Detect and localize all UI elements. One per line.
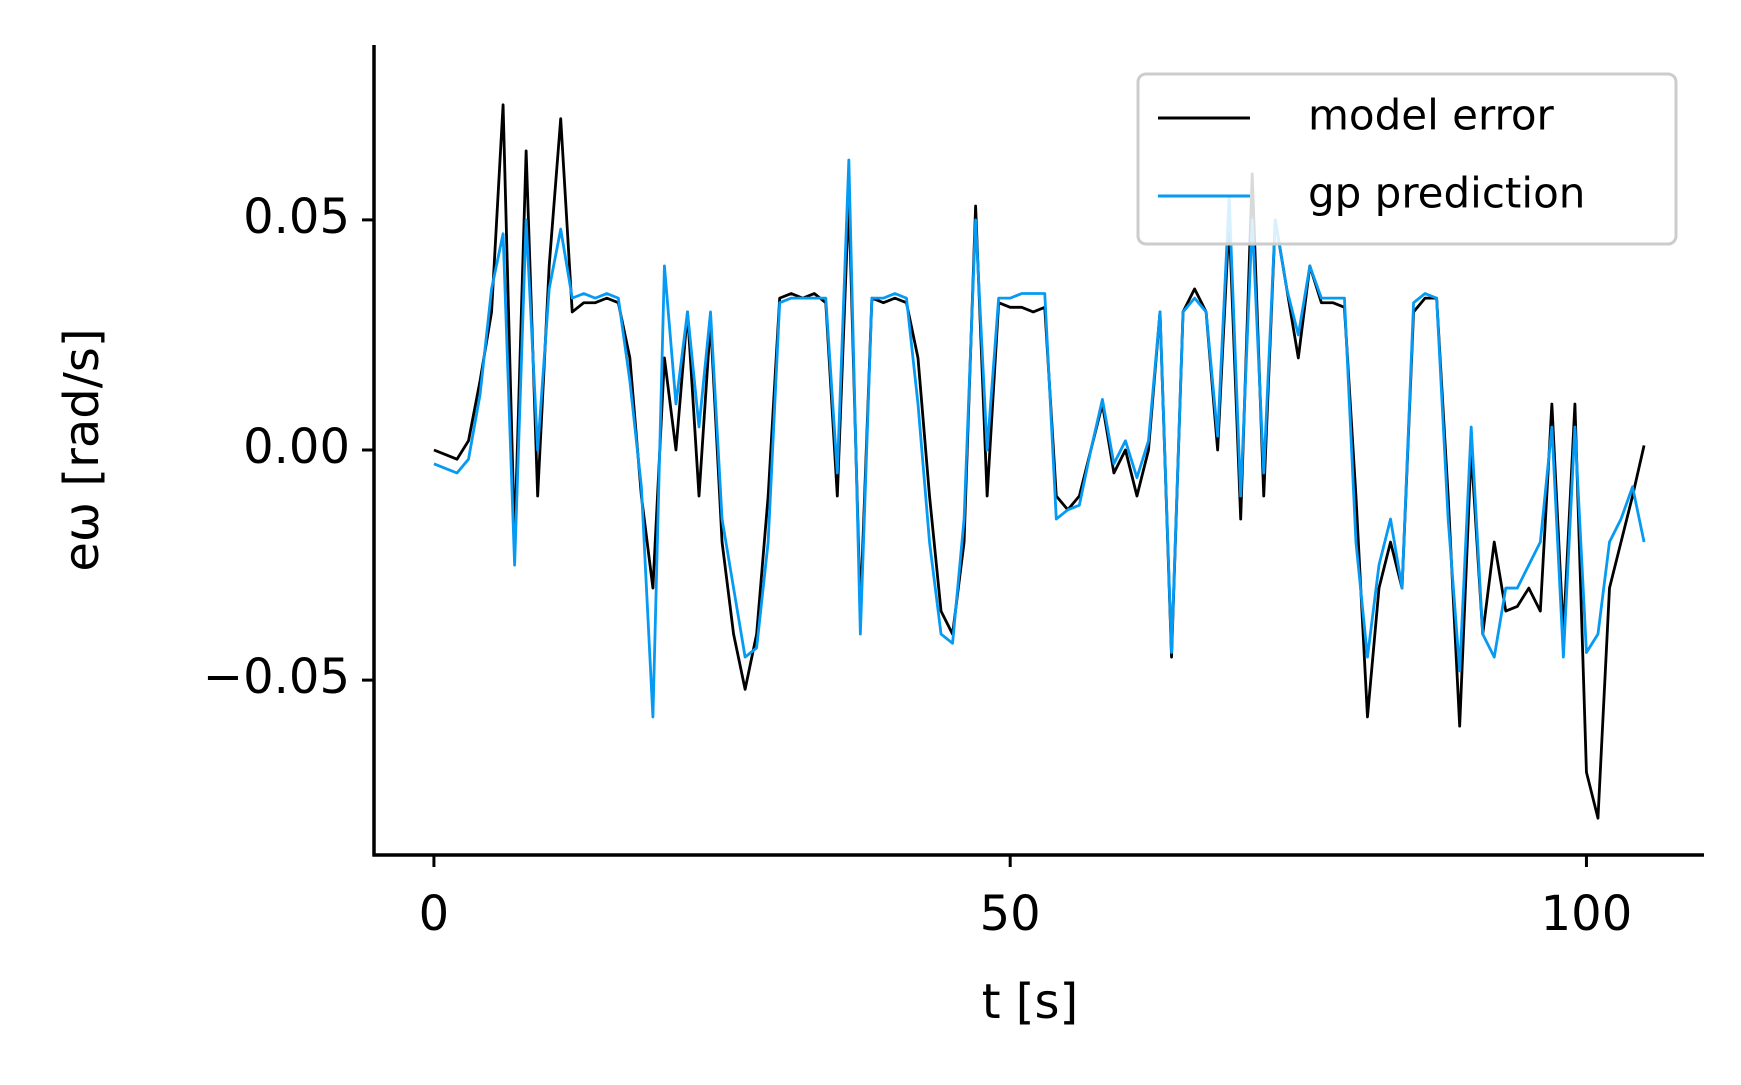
legend-box [1136,72,1678,246]
legend-label: model error [1308,91,1555,140]
x-tick-label: 50 [980,886,1041,942]
y-tick-label: −0.05 [203,649,350,705]
y-tick-label: 0.05 [243,189,350,245]
x-tick-label: 0 [419,886,450,942]
y-axis-label: eω [rad/s] [54,328,110,571]
legend-label: gp prediction [1308,169,1585,218]
y-tick-label: 0.00 [243,419,350,475]
x-tick-label: 100 [1541,886,1633,942]
series-line [433,158,1646,719]
x-axis-label: t [s] [982,974,1079,1030]
